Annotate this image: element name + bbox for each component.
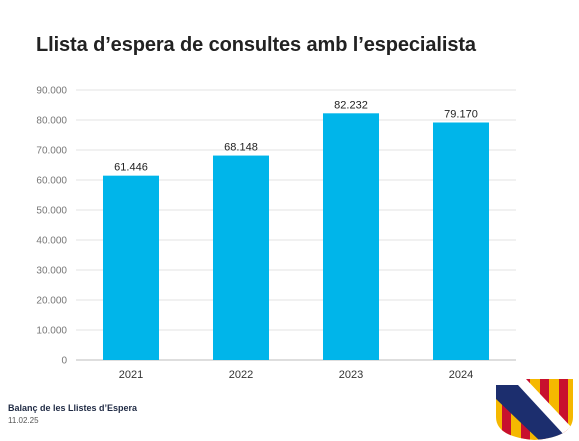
value-label: 79.170 [444, 108, 478, 120]
balearic-coat-of-arms-icon [496, 379, 573, 440]
value-label: 61.446 [114, 162, 148, 174]
chart-title: Llista d’espera de consultes amb l’espec… [36, 34, 476, 56]
bar-2021 [103, 175, 159, 360]
bar-2024 [433, 122, 489, 361]
logo-stripe [559, 379, 568, 440]
y-tick-label: 10.000 [36, 326, 67, 337]
y-tick-label: 0 [61, 356, 67, 367]
bar-2022 [213, 155, 269, 360]
bar-2023 [323, 113, 379, 360]
x-axis-ticks: 2021 2022 2023 2024 [119, 369, 473, 381]
y-axis-ticks: 0 10.000 20.000 30.000 40.000 50.000 60.000 70.… [36, 86, 67, 367]
logo-stripe [502, 379, 511, 440]
footer-title: Balanç de les Llistes d’Espera [8, 403, 138, 413]
x-tick-label: 2022 [229, 369, 253, 381]
y-tick-label: 60.000 [36, 176, 67, 187]
y-tick-label: 70.000 [36, 146, 67, 157]
footer-date: 11.02.25 [8, 416, 39, 425]
x-tick-label: 2023 [339, 369, 363, 381]
x-tick-label: 2024 [449, 369, 473, 381]
y-tick-label: 30.000 [36, 266, 67, 277]
y-tick-label: 80.000 [36, 116, 67, 127]
y-tick-label: 50.000 [36, 206, 67, 217]
x-tick-label: 2021 [119, 369, 143, 381]
y-tick-label: 20.000 [36, 296, 67, 307]
y-tick-label: 90.000 [36, 86, 67, 97]
value-labels: 61.446 68.148 82.232 79.170 [114, 99, 478, 173]
value-label: 68.148 [224, 142, 258, 154]
y-tick-label: 40.000 [36, 236, 67, 247]
bars [103, 113, 489, 361]
value-label: 82.232 [334, 99, 368, 111]
